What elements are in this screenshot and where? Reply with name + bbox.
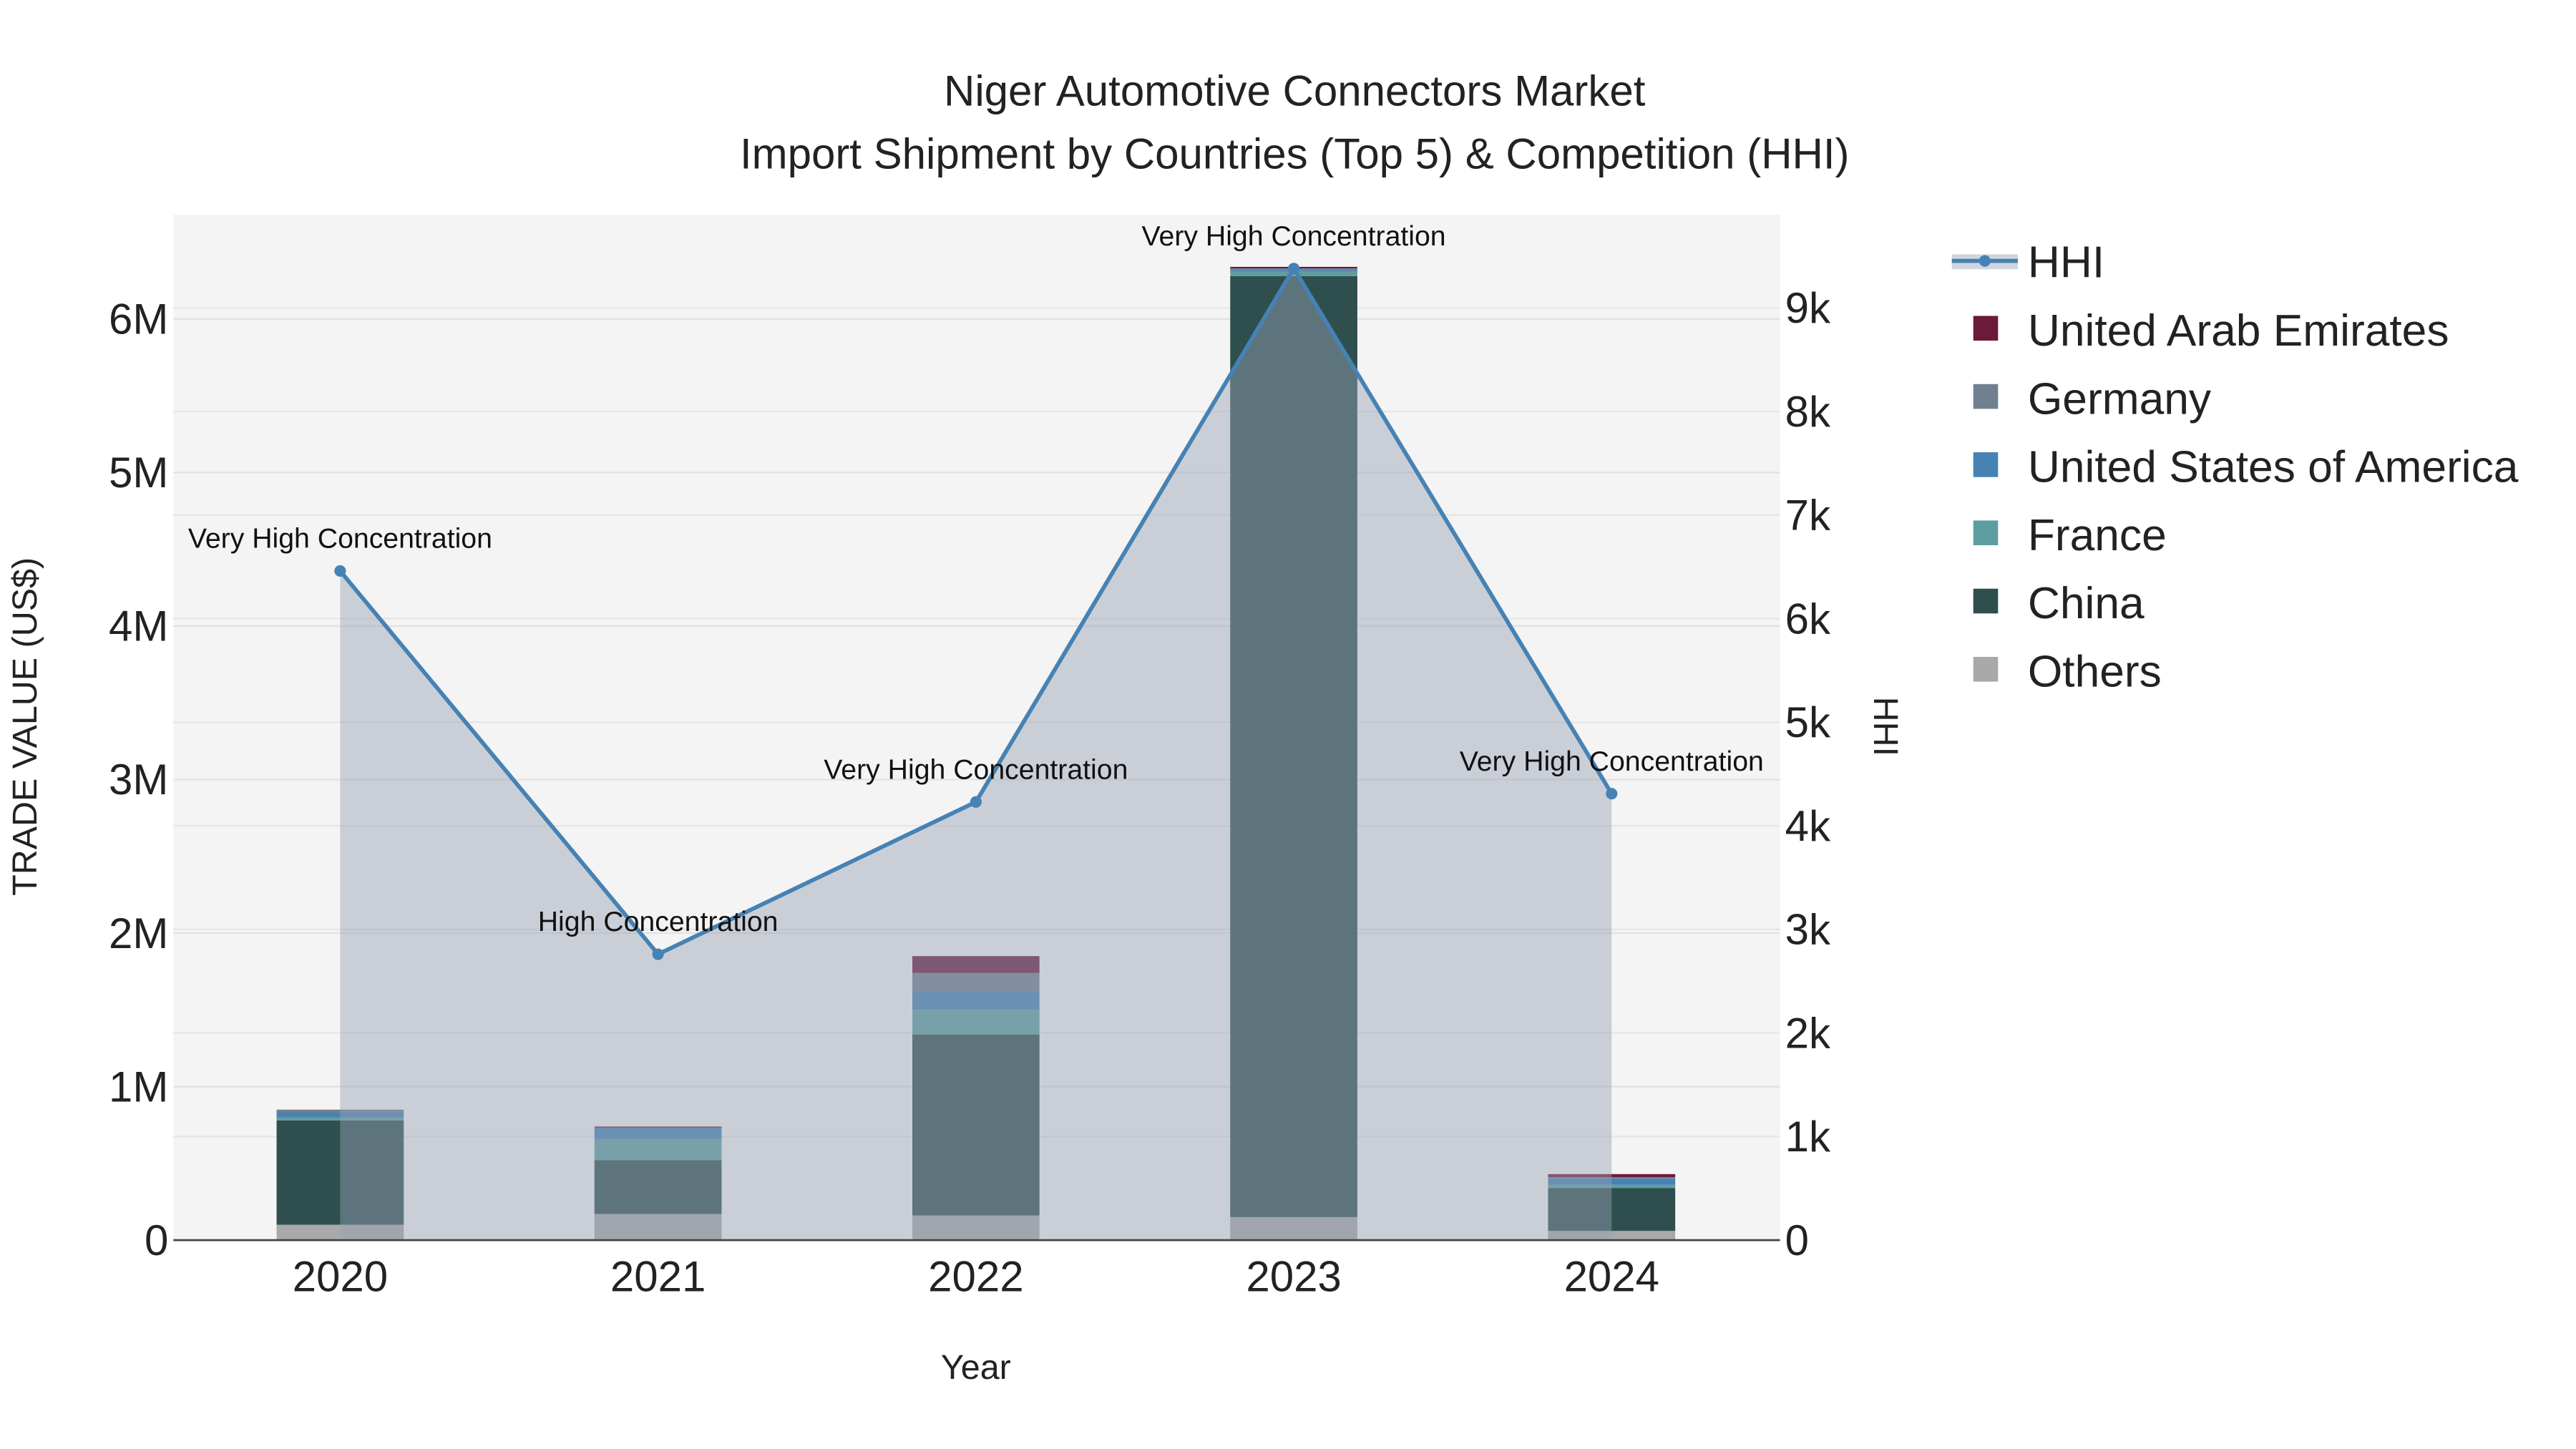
x-axis-title: Year	[941, 1348, 1011, 1387]
bar-germany-2024[interactable]	[1548, 1177, 1676, 1179]
bar-germany-2021[interactable]	[594, 1127, 722, 1128]
x-tick-label: 2024	[1564, 1253, 1659, 1301]
chart-title-line2: Import Shipment by Countries (Top 5) & C…	[740, 130, 1850, 177]
hhi-annotation: Very High Concentration	[1142, 220, 1446, 252]
bar-china-2021[interactable]	[594, 1160, 722, 1214]
bar-others-2022[interactable]	[912, 1215, 1040, 1241]
bar-united-states-of-america-2020[interactable]	[276, 1113, 404, 1118]
x-tick-label: 2021	[610, 1253, 706, 1301]
bar-france-2021[interactable]	[594, 1138, 722, 1161]
y2-tick-label: 7k	[1785, 492, 1831, 540]
bar-united-states-of-america-2024[interactable]	[1548, 1179, 1676, 1185]
x-tick-label: 2023	[1246, 1253, 1341, 1301]
y2-tick-label: 4k	[1785, 802, 1831, 850]
bar-france-2024[interactable]	[1548, 1184, 1676, 1189]
legend-swatch	[1973, 588, 1999, 614]
legend-label: United States of America	[2028, 443, 2519, 492]
hhi-area	[340, 268, 1612, 1241]
hhi-point-2020[interactable]	[334, 565, 346, 577]
y2-axis-title: HHI	[1866, 697, 1905, 756]
y2-tick-label: 3k	[1785, 906, 1831, 954]
y2-tick-label: 6k	[1785, 595, 1831, 643]
y-axis-title: TRADE VALUE (US$)	[6, 557, 44, 896]
bar-china-2022[interactable]	[912, 1034, 1040, 1216]
legend-swatch	[1973, 384, 1999, 409]
bar-others-2021[interactable]	[594, 1214, 722, 1241]
hhi-annotation: Very High Concentration	[824, 753, 1128, 785]
y-tick-label: 4M	[109, 602, 168, 650]
hhi-annotation: High Concentration	[538, 906, 779, 937]
legend-item-united-states-of-america[interactable]: United States of America	[1973, 443, 2519, 492]
y2-tick-label: 1k	[1785, 1113, 1831, 1161]
y-tick-label: 5M	[109, 449, 168, 497]
y2-tick-label: 2k	[1785, 1009, 1831, 1057]
legend-swatch	[1973, 657, 1999, 682]
legend-label: HHI	[2028, 238, 2104, 288]
y2-tick-label: 8k	[1785, 388, 1831, 436]
bar-china-2020[interactable]	[276, 1120, 404, 1225]
legend-item-china[interactable]: China	[1973, 579, 2145, 628]
y-tick-label: 0	[145, 1216, 168, 1264]
bar-united-arab-emirates-2024[interactable]	[1548, 1174, 1676, 1178]
hhi-point-2023[interactable]	[1288, 263, 1300, 275]
bar-china-2023[interactable]	[1230, 275, 1357, 1217]
legend-swatch	[1973, 520, 1999, 545]
x-tick-label: 2022	[928, 1253, 1023, 1301]
legend-item-france[interactable]: France	[1973, 511, 2167, 560]
y2-tick-label: 0	[1785, 1216, 1809, 1264]
bar-others-2020[interactable]	[276, 1224, 404, 1241]
y-tick-label: 3M	[109, 756, 168, 804]
bar-united-arab-emirates-2022[interactable]	[912, 956, 1040, 973]
bar-united-states-of-america-2021[interactable]	[594, 1128, 722, 1139]
hhi-point-2021[interactable]	[652, 948, 664, 960]
bar-united-arab-emirates-2021[interactable]	[594, 1126, 722, 1128]
legend-swatch	[1973, 316, 1999, 341]
legend-label: United Arab Emirates	[2028, 306, 2449, 356]
y2-tick-label: 5k	[1785, 698, 1831, 746]
legend-swatch	[1973, 452, 1999, 477]
chart-title-line1: Niger Automotive Connectors Market	[944, 67, 1646, 115]
legend-item-united-arab-emirates[interactable]: United Arab Emirates	[1973, 306, 2449, 356]
legend-swatch-hhi-marker	[1979, 255, 1991, 267]
legend: HHI United Arab Emirates Germany United Sta…	[1951, 238, 2519, 697]
legend-item-germany[interactable]: Germany	[1973, 374, 2212, 424]
bar-china-2024[interactable]	[1548, 1188, 1676, 1231]
bar-germany-2022[interactable]	[912, 972, 1040, 992]
legend-label: China	[2028, 579, 2145, 628]
bar-france-2020[interactable]	[276, 1117, 404, 1121]
bar-others-2024[interactable]	[1548, 1231, 1676, 1241]
bar-france-2022[interactable]	[912, 1010, 1040, 1035]
hhi-annotation: Very High Concentration	[188, 523, 492, 555]
bar-united-states-of-america-2022[interactable]	[912, 991, 1040, 1010]
hhi-point-2022[interactable]	[970, 796, 982, 808]
y-tick-label: 6M	[109, 296, 168, 343]
bar-others-2023[interactable]	[1230, 1216, 1357, 1241]
y-tick-label: 2M	[109, 909, 168, 957]
bar-germany-2020[interactable]	[276, 1109, 404, 1113]
legend-label: France	[2028, 511, 2167, 560]
hhi-annotation: Very High Concentration	[1460, 746, 1764, 777]
legend-label: Germany	[2028, 374, 2212, 424]
hhi-point-2024[interactable]	[1606, 788, 1618, 800]
x-tick-label: 2020	[293, 1253, 388, 1301]
y-tick-label: 1M	[109, 1063, 168, 1111]
legend-item-others[interactable]: Others	[1973, 648, 2162, 697]
legend-label: Others	[2028, 648, 2162, 697]
legend-item-hhi[interactable]: HHI	[1951, 238, 2104, 288]
y2-tick-label: 9k	[1785, 284, 1831, 332]
